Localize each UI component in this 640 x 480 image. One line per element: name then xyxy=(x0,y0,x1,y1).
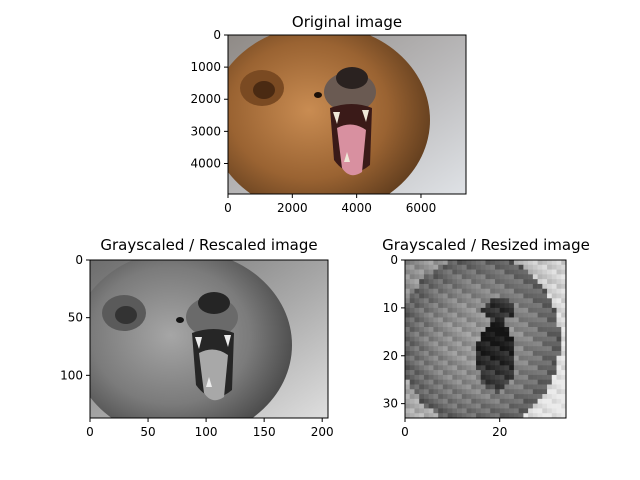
y-tick-label: 30 xyxy=(383,397,398,411)
panel-resized: Grayscaled / Resized image 0 20 0 10 20 30 xyxy=(382,236,590,439)
x-tick-label: 2000 xyxy=(277,201,308,215)
x-axis-resized: 0 20 xyxy=(401,418,507,439)
y-tick-label: 50 xyxy=(68,311,83,325)
axes-frame-resized xyxy=(404,259,567,419)
bear-image-grayscale-resized xyxy=(405,260,566,418)
x-tick-label: 0 xyxy=(224,201,232,215)
panel-title-resized: Grayscaled / Resized image xyxy=(382,236,590,254)
y-tick-label: 2000 xyxy=(190,92,221,106)
y-tick-label: 1000 xyxy=(190,60,221,74)
x-axis-original: 0 2000 4000 6000 xyxy=(224,194,436,215)
panel-title-rescaled: Grayscaled / Rescaled image xyxy=(100,236,317,254)
x-tick-label: 0 xyxy=(401,425,409,439)
x-tick-label: 150 xyxy=(253,425,276,439)
y-axis-original: 0 1000 2000 3000 4000 xyxy=(190,28,228,170)
axes-frame-original xyxy=(227,34,467,195)
y-axis-resized: 0 10 20 30 xyxy=(383,253,405,411)
y-tick-label: 0 xyxy=(213,28,221,42)
x-tick-label: 50 xyxy=(140,425,155,439)
x-axis-rescaled: 0 50 100 150 200 xyxy=(86,418,334,439)
x-tick-label: 100 xyxy=(195,425,218,439)
y-tick-label: 0 xyxy=(75,253,83,267)
x-tick-label: 6000 xyxy=(406,201,437,215)
panel-rescaled: Grayscaled / Rescaled image 0 50 100 150 200… xyxy=(60,236,334,439)
y-tick-label: 3000 xyxy=(190,124,221,138)
bear-image-color xyxy=(228,35,466,194)
x-tick-label: 20 xyxy=(492,425,507,439)
panel-title-original: Original image xyxy=(292,13,402,31)
x-tick-label: 0 xyxy=(86,425,94,439)
y-tick-label: 10 xyxy=(383,301,398,315)
bear-image-grayscale-rescaled xyxy=(90,260,328,418)
panel-original: Original image 0 2000 4000 6000 0 1000 2000 30… xyxy=(190,13,467,215)
y-tick-label: 20 xyxy=(383,349,398,363)
y-tick-label: 0 xyxy=(390,253,398,267)
x-tick-label: 4000 xyxy=(341,201,372,215)
x-tick-label: 200 xyxy=(311,425,334,439)
y-axis-rescaled: 0 50 100 xyxy=(60,253,90,382)
axes-frame-rescaled xyxy=(89,259,329,419)
y-tick-label: 4000 xyxy=(190,156,221,170)
y-tick-label: 100 xyxy=(60,368,83,382)
